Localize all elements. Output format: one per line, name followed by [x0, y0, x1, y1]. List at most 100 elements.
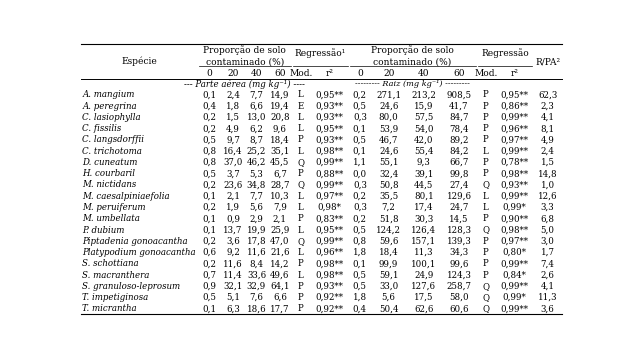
Text: 0,93**: 0,93**: [315, 135, 343, 144]
Text: 20,8: 20,8: [270, 113, 290, 122]
Text: 3,6: 3,6: [540, 304, 554, 313]
Text: L: L: [483, 192, 488, 201]
Text: 28,7: 28,7: [270, 180, 290, 189]
Text: P: P: [298, 214, 303, 223]
Text: 1,1: 1,1: [353, 158, 367, 167]
Text: 0,3: 0,3: [353, 113, 367, 122]
Text: 6,8: 6,8: [540, 214, 555, 223]
Text: 64,1: 64,1: [270, 282, 290, 291]
Text: 0,3: 0,3: [353, 203, 367, 212]
Text: --- Parte aérea (mg kg⁻¹) ----: --- Parte aérea (mg kg⁻¹) ----: [184, 79, 305, 89]
Text: 0,98**: 0,98**: [500, 226, 528, 234]
Text: 2,9: 2,9: [250, 214, 263, 223]
Text: A. peregrina: A. peregrina: [82, 102, 137, 111]
Text: 24,9: 24,9: [414, 271, 433, 280]
Text: Q: Q: [297, 237, 304, 246]
Text: 12,6: 12,6: [538, 192, 557, 201]
Text: T. micrantha: T. micrantha: [82, 304, 137, 313]
Text: 8,7: 8,7: [250, 135, 263, 144]
Text: 0,92**: 0,92**: [315, 304, 344, 313]
Text: Regressão: Regressão: [481, 48, 529, 58]
Text: 0,99**: 0,99**: [500, 113, 528, 122]
Text: 51,8: 51,8: [379, 214, 399, 223]
Text: 157,1: 157,1: [411, 237, 436, 246]
Text: 0,95**: 0,95**: [500, 91, 528, 100]
Text: L: L: [298, 271, 303, 280]
Text: 50,4: 50,4: [379, 304, 398, 313]
Text: 11,6: 11,6: [246, 248, 266, 257]
Text: 44,5: 44,5: [414, 180, 433, 189]
Text: 1,8: 1,8: [226, 102, 240, 111]
Text: 33,6: 33,6: [247, 271, 266, 280]
Text: 32,4: 32,4: [379, 169, 398, 178]
Text: Piptadenia gonoacantha: Piptadenia gonoacantha: [82, 237, 188, 246]
Text: 5,6: 5,6: [250, 203, 263, 212]
Text: 0,98*: 0,98*: [317, 203, 341, 212]
Text: 9,2: 9,2: [226, 248, 240, 257]
Text: 39,1: 39,1: [414, 169, 433, 178]
Text: P: P: [483, 124, 488, 133]
Text: S. granuloso-leprosum: S. granuloso-leprosum: [82, 282, 181, 291]
Text: 59,6: 59,6: [379, 237, 398, 246]
Text: 41,7: 41,7: [449, 102, 469, 111]
Text: L: L: [298, 147, 303, 156]
Text: 0,8: 0,8: [203, 147, 217, 156]
Text: T. impetiginosa: T. impetiginosa: [82, 293, 149, 302]
Text: Q: Q: [482, 180, 489, 189]
Text: 1,5: 1,5: [226, 113, 240, 122]
Text: P: P: [483, 259, 488, 268]
Text: 55,1: 55,1: [379, 158, 398, 167]
Text: 0,5: 0,5: [203, 293, 217, 302]
Text: 0,99**: 0,99**: [500, 192, 528, 201]
Text: 18,4: 18,4: [379, 248, 399, 257]
Text: 7,2: 7,2: [382, 203, 396, 212]
Text: 17,5: 17,5: [414, 293, 434, 302]
Text: 84,7: 84,7: [449, 113, 469, 122]
Text: 0,80*: 0,80*: [502, 248, 526, 257]
Text: 0,2: 0,2: [203, 259, 217, 268]
Text: 0,96**: 0,96**: [500, 124, 528, 133]
Text: 0,99**: 0,99**: [500, 147, 528, 156]
Text: Q: Q: [297, 158, 304, 167]
Text: 0,1: 0,1: [203, 226, 217, 234]
Text: 0,2: 0,2: [353, 192, 367, 201]
Text: C. langsdorffii: C. langsdorffii: [82, 135, 144, 144]
Text: 58,0: 58,0: [449, 293, 469, 302]
Text: 9,3: 9,3: [417, 158, 431, 167]
Text: M. peruiferum: M. peruiferum: [82, 203, 145, 212]
Text: 5,3: 5,3: [250, 169, 263, 178]
Text: 0,2: 0,2: [203, 203, 217, 212]
Text: 129,6: 129,6: [446, 192, 472, 201]
Text: 49,6: 49,6: [270, 271, 290, 280]
Text: H. courbaril: H. courbaril: [82, 169, 135, 178]
Text: 11,3: 11,3: [538, 293, 557, 302]
Text: 258,7: 258,7: [446, 282, 472, 291]
Text: 0,99**: 0,99**: [500, 282, 528, 291]
Text: 0,98**: 0,98**: [315, 259, 344, 268]
Text: 3,3: 3,3: [541, 203, 554, 212]
Text: 33,0: 33,0: [379, 282, 398, 291]
Text: P: P: [298, 259, 303, 268]
Text: P: P: [298, 169, 303, 178]
Text: 0,2: 0,2: [203, 124, 217, 133]
Text: 7,4: 7,4: [540, 259, 555, 268]
Text: 0,7: 0,7: [203, 271, 217, 280]
Text: L: L: [298, 203, 303, 212]
Text: A. mangium: A. mangium: [82, 91, 135, 100]
Text: 0,2: 0,2: [203, 237, 217, 246]
Text: 19,4: 19,4: [270, 102, 290, 111]
Text: 62,6: 62,6: [414, 304, 433, 313]
Text: 0,8: 0,8: [353, 237, 367, 246]
Text: 14,8: 14,8: [538, 169, 557, 178]
Text: --------- Raiz (mg kg⁻¹) ---------: --------- Raiz (mg kg⁻¹) ---------: [355, 80, 470, 88]
Text: P: P: [483, 91, 488, 100]
Text: 9,6: 9,6: [273, 124, 287, 133]
Text: Q: Q: [297, 180, 304, 189]
Text: 84,2: 84,2: [449, 147, 469, 156]
Text: Regressão¹: Regressão¹: [295, 48, 345, 58]
Text: 0,5: 0,5: [353, 226, 367, 234]
Text: 40: 40: [418, 69, 429, 78]
Text: 7,7: 7,7: [250, 91, 263, 100]
Text: 0,95**: 0,95**: [315, 226, 344, 234]
Text: 0,2: 0,2: [203, 180, 217, 189]
